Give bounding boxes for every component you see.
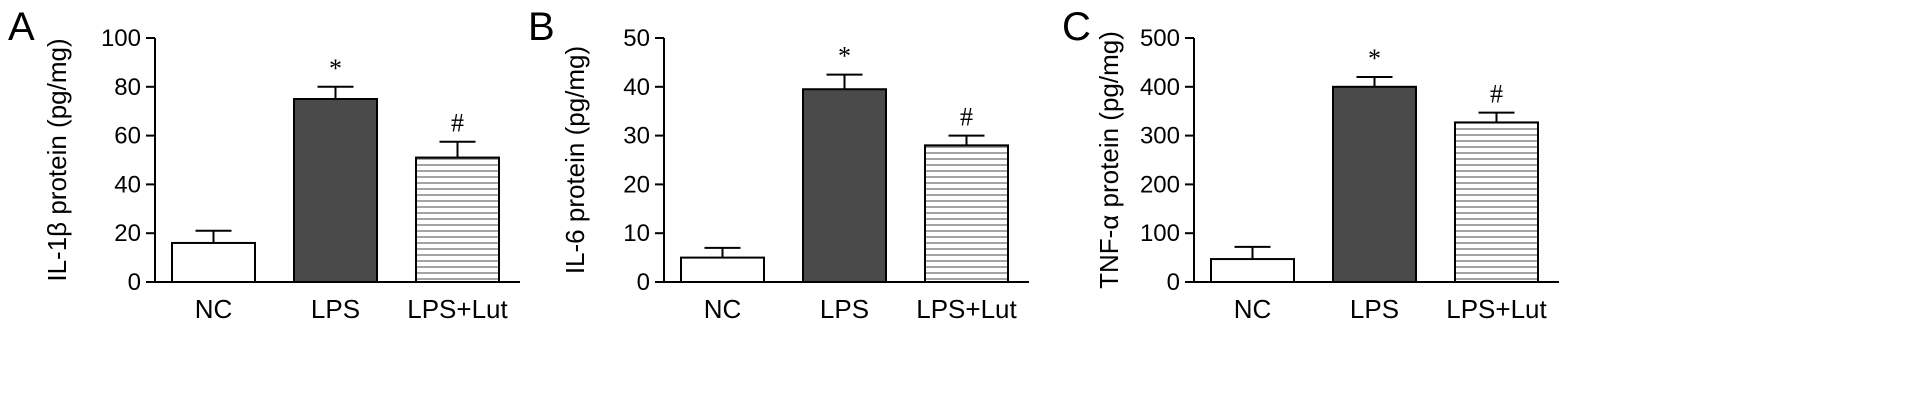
y-tick-label: 30 [623, 123, 650, 150]
y-axis-title: IL-1β protein (pg/mg) [42, 38, 72, 281]
panel-letter: A [8, 5, 35, 49]
significance-hash: # [1490, 80, 1503, 109]
bar-lps-lut [415, 156, 500, 283]
y-tick-label: 0 [637, 269, 650, 296]
bar-nc [680, 256, 765, 284]
x-category-label: NC [704, 294, 742, 324]
y-tick-label: 0 [1167, 269, 1180, 296]
bar-nc [171, 241, 256, 284]
y-axis-title: IL-6 protein (pg/mg) [560, 46, 590, 274]
y-tick-label: 80 [114, 74, 141, 101]
x-category-label: LPS [1350, 294, 1399, 324]
y-tick-label: 300 [1140, 123, 1180, 150]
y-tick-label: 10 [623, 220, 650, 247]
y-tick-label: 100 [101, 25, 141, 52]
x-category-label: LPS [820, 294, 869, 324]
y-tick-label: 60 [114, 123, 141, 150]
panel-letter: B [528, 5, 555, 49]
chart-panel-a: AIL-1β protein (pg/mg) 0 20 40 60 80 100 NC * LPS… [8, 5, 520, 324]
x-category-label: LPS [311, 294, 360, 324]
y-tick-label: 20 [623, 171, 650, 198]
significance-asterisk: * [329, 54, 342, 83]
y-tick-label: 400 [1140, 74, 1180, 101]
panel-letter: C [1062, 5, 1091, 49]
y-axis-title: TNF-α protein (pg/mg) [1094, 31, 1124, 289]
x-category-label: NC [195, 294, 233, 324]
bar-nc [1210, 258, 1295, 283]
significance-hash: # [960, 103, 973, 132]
y-tick-label: 50 [623, 25, 650, 52]
y-tick-label: 0 [128, 269, 141, 296]
bar-lps-lut [1454, 121, 1539, 284]
chart-panel-b: BIL-6 protein (pg/mg) 0 10 20 30 40 50 NC * LPS # L… [528, 5, 1029, 324]
x-category-label: NC [1234, 294, 1272, 324]
bar-lps [293, 98, 378, 283]
y-tick-label: 500 [1140, 25, 1180, 52]
bar-lps [802, 88, 887, 283]
y-tick-label: 200 [1140, 171, 1180, 198]
x-category-label: LPS+Lut [1446, 294, 1547, 324]
y-tick-label: 20 [114, 220, 141, 247]
significance-asterisk: * [838, 42, 851, 71]
significance-hash: # [451, 109, 464, 138]
y-tick-label: 100 [1140, 220, 1180, 247]
x-category-label: LPS+Lut [916, 294, 1017, 324]
bar-lps-lut [924, 144, 1009, 283]
significance-asterisk: * [1368, 44, 1381, 73]
y-tick-label: 40 [114, 171, 141, 198]
y-tick-label: 40 [623, 74, 650, 101]
bar-lps [1332, 85, 1417, 283]
x-category-label: LPS+Lut [407, 294, 508, 324]
